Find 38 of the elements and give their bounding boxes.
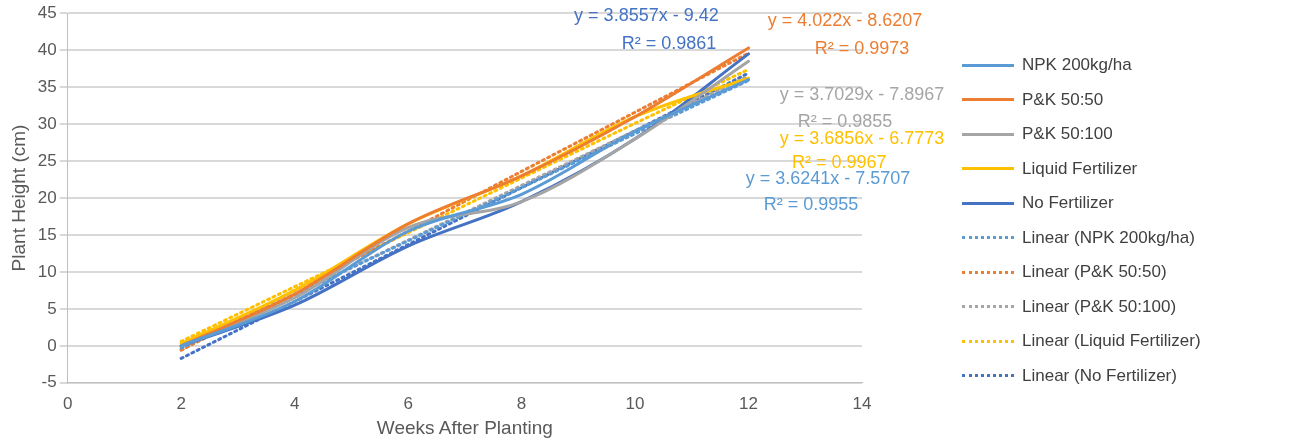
annotation: y = 3.8557x - 9.42 [574, 5, 719, 26]
x-tick-label: 14 [852, 393, 872, 413]
y-tick-label: 45 [37, 2, 57, 22]
annotation: R² = 0.9861 [621, 33, 717, 54]
annotation: R² = 0.9955 [763, 193, 859, 214]
annotation: R² = 0.9973 [814, 38, 910, 59]
y-tick-label: 25 [37, 150, 57, 170]
y-tick-label: 30 [37, 113, 57, 133]
x-tick-label: 10 [625, 393, 645, 413]
legend-label: NPK 200kg/ha [1022, 55, 1132, 76]
legend-label: Linear (P&K 50:50) [1022, 262, 1167, 283]
legend-label: Linear (No Fertilizer) [1022, 365, 1177, 386]
x-tick-label: 6 [403, 393, 413, 413]
y-tick-label: 15 [37, 224, 57, 244]
legend-label: Linear (Liquid Fertilizer) [1022, 331, 1201, 352]
y-tick-label: 0 [47, 335, 57, 355]
x-tick-label: 8 [516, 393, 527, 413]
x-tick-label: 2 [176, 393, 186, 413]
annotation: y = 4.022x - 8.6207 [767, 10, 923, 31]
legend-label: No Fertilizer [1022, 193, 1114, 214]
x-tick-label: 4 [289, 393, 300, 413]
legend-label: P&K 50:50 [1022, 89, 1104, 110]
y-tick-label: 40 [37, 39, 57, 59]
x-tick-label: 0 [62, 393, 73, 413]
y-tick-label: 35 [37, 76, 57, 96]
legend-label: Linear (P&K 50:100) [1022, 296, 1177, 317]
y-tick-label: 10 [37, 261, 57, 281]
x-tick-label: 12 [739, 393, 758, 413]
y-tick-label: -5 [41, 372, 57, 392]
x-axis-title: Weeks After Planting [376, 416, 553, 438]
y-tick-label: 20 [37, 187, 57, 207]
legend-label: Linear (NPK 200kg/ha) [1022, 227, 1195, 248]
legend-label: Liquid Fertilizer [1022, 158, 1138, 179]
y-tick-label: 5 [47, 298, 57, 318]
annotation: y = 3.6241x - 7.5707 [745, 168, 911, 189]
legend-label: P&K 50:100 [1022, 124, 1113, 145]
annotation: y = 3.7029x - 7.8967 [779, 84, 945, 105]
y-axis-title: Plant Height (cm) [7, 124, 29, 272]
